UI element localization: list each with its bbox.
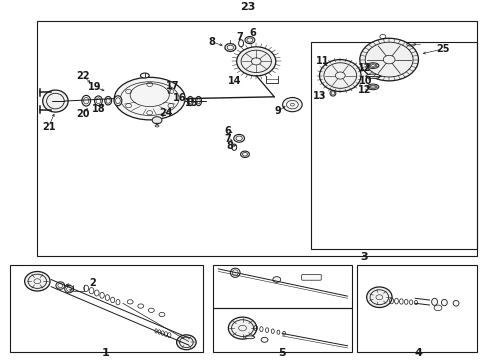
Ellipse shape <box>234 134 245 142</box>
Text: 7: 7 <box>224 134 231 144</box>
Ellipse shape <box>82 95 91 106</box>
Text: 6: 6 <box>249 28 256 38</box>
Text: 8: 8 <box>208 37 215 47</box>
Text: 18: 18 <box>92 104 105 114</box>
Text: 1: 1 <box>102 347 110 357</box>
Ellipse shape <box>105 96 112 105</box>
Ellipse shape <box>187 96 193 106</box>
Bar <box>357 265 477 352</box>
Bar <box>213 265 352 308</box>
Ellipse shape <box>367 84 379 90</box>
Circle shape <box>434 305 442 311</box>
Ellipse shape <box>176 335 196 350</box>
Ellipse shape <box>196 96 201 106</box>
Ellipse shape <box>65 285 74 293</box>
Bar <box>10 265 203 352</box>
Ellipse shape <box>360 38 418 81</box>
Bar <box>213 308 352 352</box>
Text: 9: 9 <box>275 106 282 116</box>
Text: 13: 13 <box>313 91 326 101</box>
Ellipse shape <box>330 90 336 96</box>
FancyBboxPatch shape <box>302 275 321 280</box>
Ellipse shape <box>241 151 249 157</box>
Text: 6: 6 <box>224 126 231 136</box>
Ellipse shape <box>228 317 257 339</box>
Ellipse shape <box>230 268 240 277</box>
Ellipse shape <box>453 301 459 306</box>
Text: 3: 3 <box>360 252 368 262</box>
Text: 5: 5 <box>278 347 286 357</box>
Ellipse shape <box>245 336 255 339</box>
Text: 19: 19 <box>88 82 101 92</box>
Text: 8: 8 <box>226 141 233 152</box>
Bar <box>311 42 477 249</box>
Text: 10: 10 <box>360 76 373 86</box>
Ellipse shape <box>43 90 68 112</box>
Ellipse shape <box>441 300 447 306</box>
Text: 23: 23 <box>240 3 255 12</box>
Text: 15: 15 <box>185 98 198 108</box>
Circle shape <box>152 117 162 124</box>
Ellipse shape <box>432 298 438 305</box>
Text: 22: 22 <box>76 71 90 81</box>
Ellipse shape <box>261 337 268 342</box>
Ellipse shape <box>114 96 122 106</box>
Ellipse shape <box>56 282 65 289</box>
Ellipse shape <box>245 36 255 44</box>
Text: 2: 2 <box>89 278 96 288</box>
Text: 11: 11 <box>317 57 330 66</box>
Bar <box>37 21 477 256</box>
Ellipse shape <box>273 276 281 282</box>
Ellipse shape <box>114 77 185 120</box>
Ellipse shape <box>319 59 361 91</box>
Text: 21: 21 <box>42 122 55 132</box>
Text: 16: 16 <box>173 93 187 103</box>
Text: 24: 24 <box>159 108 172 118</box>
Text: 12: 12 <box>358 63 371 73</box>
Ellipse shape <box>367 63 379 68</box>
Text: 25: 25 <box>436 44 450 54</box>
Ellipse shape <box>95 96 102 105</box>
Text: 7: 7 <box>237 32 244 41</box>
Ellipse shape <box>225 44 236 51</box>
Ellipse shape <box>237 47 276 76</box>
Text: 14: 14 <box>227 76 241 86</box>
Ellipse shape <box>24 271 50 291</box>
Text: 4: 4 <box>415 347 422 357</box>
Ellipse shape <box>366 74 380 78</box>
Text: 17: 17 <box>167 81 180 91</box>
Circle shape <box>283 98 302 112</box>
Ellipse shape <box>141 73 149 78</box>
Ellipse shape <box>367 287 392 307</box>
Text: 20: 20 <box>76 109 90 119</box>
Text: 12: 12 <box>358 85 371 95</box>
